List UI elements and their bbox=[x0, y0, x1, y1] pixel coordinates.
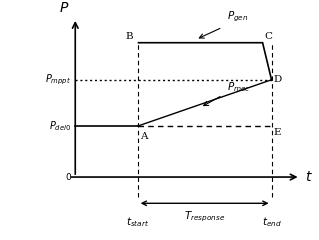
Text: $t_{end}$: $t_{end}$ bbox=[262, 216, 281, 229]
Text: B: B bbox=[126, 32, 133, 41]
Text: D: D bbox=[274, 75, 282, 84]
Text: $T_{response}$: $T_{response}$ bbox=[184, 210, 225, 224]
Text: $P_{mppt}$: $P_{mppt}$ bbox=[45, 72, 71, 87]
Text: C: C bbox=[265, 32, 273, 41]
Text: $P_{gen}$: $P_{gen}$ bbox=[227, 10, 249, 24]
Text: $t$: $t$ bbox=[305, 170, 313, 184]
Text: $P_{mec}$: $P_{mec}$ bbox=[227, 80, 251, 94]
Text: $P_{del0}$: $P_{del0}$ bbox=[48, 119, 71, 133]
Text: $P$: $P$ bbox=[59, 1, 69, 15]
Text: A: A bbox=[140, 132, 147, 141]
Text: $t_{start}$: $t_{start}$ bbox=[126, 216, 149, 229]
Text: 0: 0 bbox=[65, 173, 71, 181]
Text: E: E bbox=[274, 128, 281, 137]
